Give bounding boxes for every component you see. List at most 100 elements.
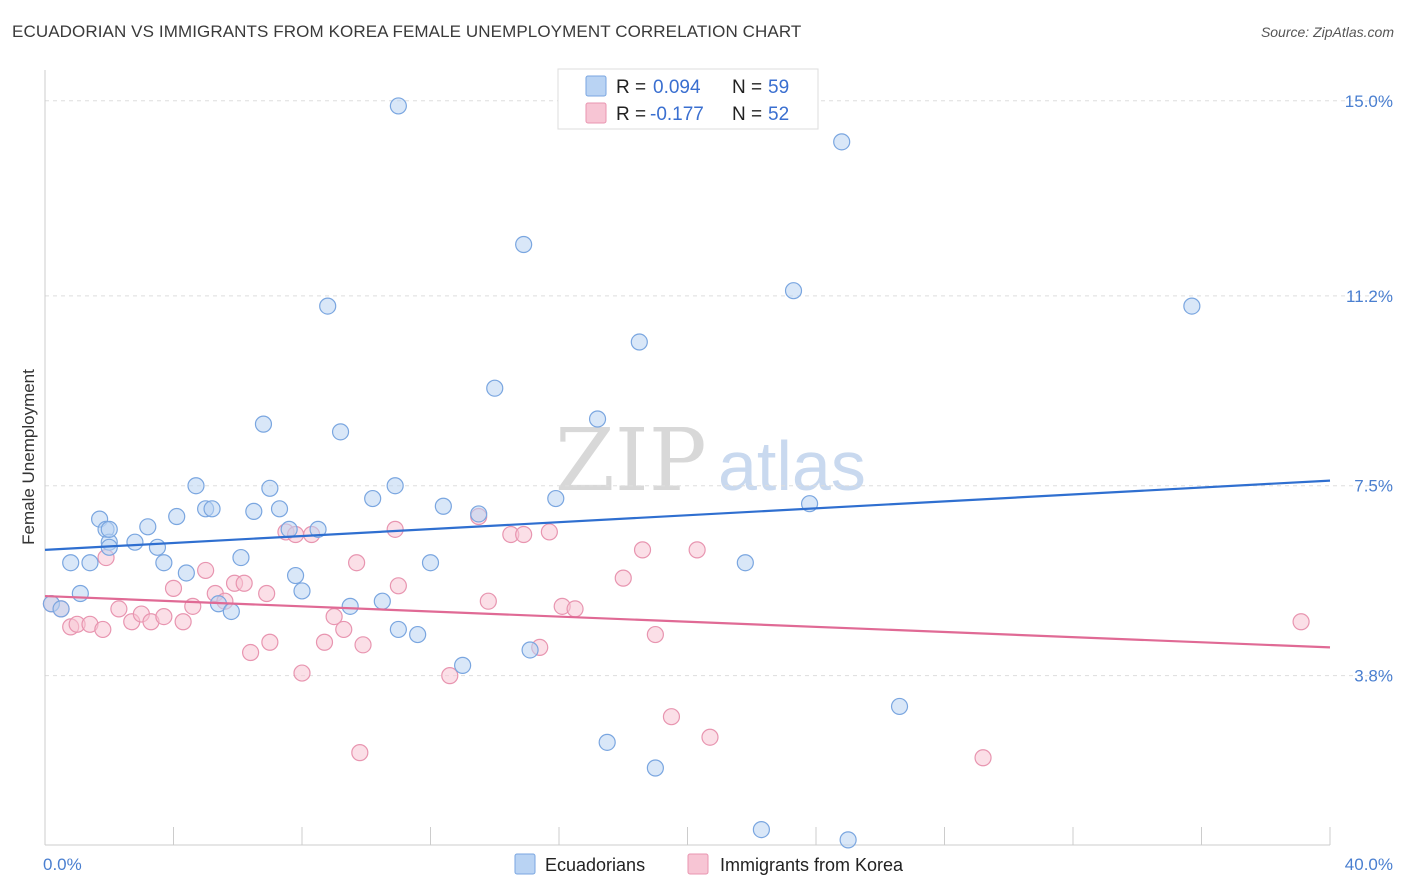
ecuadorian-point [126,533,144,551]
y-axis-label: Female Unemployment [19,369,38,545]
ecuadorian-point [168,507,186,526]
ecuadorian-point [784,282,803,300]
stats-r-value-blue: 0.094 [653,77,701,98]
ecuadorian-point [139,518,157,536]
korea-point [646,625,664,644]
korea-point [258,584,276,603]
ecuadorian-point [71,584,89,603]
y-tick-label: 15.0% [1345,92,1393,111]
legend-swatch-korea [687,853,709,875]
stats-n-label-pink: N = [732,104,762,125]
watermark-atlas: atlas [718,427,866,505]
korea-point [348,554,366,572]
korea-point [354,636,372,654]
korea-trend-line [44,594,1331,649]
korea-point [701,728,719,746]
korea-point [540,523,558,541]
legend-label-ecuadorians: Ecuadorians [545,855,645,875]
ecuadorian-point [62,554,80,572]
ecuadorian-point [752,821,770,839]
korea-point [351,744,369,762]
ecuadorian-point [341,597,359,615]
y-tick-label: 7.5% [1354,477,1393,496]
ecuadorian-point [588,410,607,428]
ecuadorian-point [261,479,279,497]
ecuadorian-point [81,554,99,572]
ecuadorian-point [839,831,857,849]
ecuadorian-point [454,656,472,674]
ecuadorian-point [421,554,440,572]
watermark-zip: ZIP [555,411,707,511]
watermark: ZIP atlas [555,411,866,511]
legend-swatch-ecuadorians [514,853,536,875]
x-tick-label: 40.0% [1345,855,1393,874]
korea-point [164,579,183,597]
axes [44,70,1331,846]
ecuadorian-point [245,502,263,520]
ecuadorian-point [309,520,327,538]
series-korea-points [42,507,1310,767]
ecuadorian-point [293,582,311,600]
ecuadorian-point [486,379,504,397]
ecuadorian-point [386,477,404,495]
ecuadorian-point [331,423,350,441]
korea-point [94,620,112,639]
source-label: Source: ZipAtlas.com [1260,24,1394,40]
ecuadorian-point [148,538,167,556]
korea-point [242,643,260,662]
tick-labels: 3.8% 7.5% 11.2% 15.0% 0.0% 40.0% [43,92,1393,874]
korea-point [614,569,632,587]
series-ecuadorians-points [42,97,1201,849]
ecuadorian-point [1183,297,1201,315]
stats-legend-swatch-pink [585,102,607,124]
stats-r-label-blue: R = [616,77,646,98]
y-tick-label: 3.8% [1354,667,1393,686]
series-legend: Ecuadorians Immigrants from Korea [514,853,904,875]
korea-point [566,600,584,618]
trend-lines [44,479,1331,649]
ecuadorian-point [232,548,250,567]
ecuadorian-point [270,500,289,518]
x-tick-label: 0.0% [43,855,82,874]
korea-point [441,667,459,685]
ecuadorian-point [515,235,533,254]
stats-n-value-pink: 52 [768,104,789,125]
ecuadorian-point [434,497,452,515]
ecuadorian-point [890,697,909,716]
ecuadorian-point [52,600,70,618]
legend-label-korea: Immigrants from Korea [720,855,904,875]
ecuadorian-point [389,97,407,115]
stats-r-label-pink: R = [616,104,646,125]
korea-point [633,541,652,559]
ecuadorian-point [100,520,118,538]
korea-point [110,600,128,618]
korea-point [197,561,215,580]
ecuadorian-point [286,566,305,585]
korea-point [386,520,404,538]
ecuadorian-point [547,489,565,508]
ecuadorian-point [646,759,664,777]
korea-point [335,620,353,639]
korea-point [515,525,533,544]
korea-point [155,608,173,626]
korea-point [174,613,192,631]
stats-n-label-blue: N = [732,77,762,98]
ecuadorian-point [373,592,391,610]
ecuadorian-point [187,477,205,495]
korea-point [662,708,681,726]
ecuadorians-trend-line [44,479,1331,551]
stats-n-value-blue: 59 [768,77,789,98]
ecuadorian-point [155,554,173,572]
stats-r-value-pink: -0.177 [650,104,704,125]
ecuadorian-point [254,415,273,433]
ecuadorian-point [409,625,427,644]
ecuadorian-point [470,505,488,523]
stats-legend: R = 0.094 N = 59 R = -0.177 N = 52 [557,68,819,130]
korea-point [688,541,706,559]
ecuadorian-point [736,554,754,572]
y-tick-label: 11.2% [1346,287,1393,306]
korea-point [479,592,497,610]
ecuadorian-point [203,500,221,518]
ecuadorian-point [630,333,648,351]
